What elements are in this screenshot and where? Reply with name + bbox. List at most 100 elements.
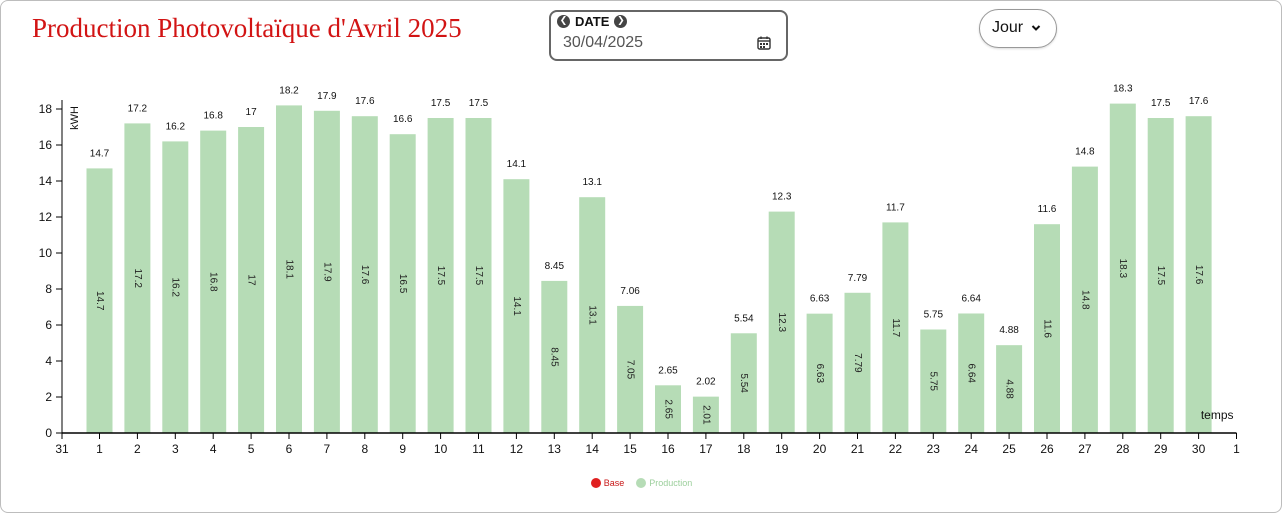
x-tick-label: 1	[96, 442, 103, 456]
bar-top-label: 11.7	[886, 202, 905, 213]
x-tick-label: 15	[623, 442, 637, 456]
legend-label: Production	[649, 478, 693, 488]
bar	[200, 130, 227, 433]
bar-inner-label: 18.1	[283, 259, 294, 279]
bar	[617, 305, 644, 433]
bar	[276, 105, 302, 434]
x-tick-label: 16	[661, 442, 675, 456]
bar-inner-label: 16.2	[170, 277, 181, 297]
bar-top-label: 13.1	[582, 177, 602, 188]
x-tick-label: 27	[1078, 442, 1092, 456]
arrow-left-circle-icon[interactable]: ❮	[557, 15, 570, 28]
x-tick-label: 2	[134, 442, 141, 456]
bar	[1109, 103, 1136, 433]
chevron-down-icon	[1031, 25, 1041, 31]
bar-inner-label: 12.3	[776, 313, 787, 333]
bar	[465, 118, 492, 433]
bar-inner-label: 2.65	[662, 399, 673, 419]
bar	[692, 396, 719, 433]
bar-inner-label: 17.5	[473, 266, 484, 286]
bar-top-label: 17.9	[317, 91, 337, 102]
bar-inner-label: 6.63	[814, 364, 825, 384]
bar-top-label: 17	[246, 107, 258, 118]
bar-top-label: 11.6	[1038, 204, 1057, 215]
x-tick-label: 7	[324, 442, 331, 456]
period-select[interactable]: Jour	[979, 9, 1057, 48]
bar-inner-label: 2.01	[700, 405, 711, 425]
bar-top-label: 17.5	[431, 98, 451, 109]
bar	[1185, 116, 1212, 433]
bar-top-label: 6.63	[810, 294, 830, 305]
bar	[541, 280, 568, 433]
x-tick-label: 1	[1233, 442, 1240, 456]
bar-inner-label: 8.45	[549, 347, 560, 367]
bar-top-label: 12.3	[772, 192, 792, 203]
bar-inner-label: 5.54	[738, 373, 749, 393]
arrow-right-circle-icon[interactable]: ❯	[614, 15, 628, 28]
bar	[351, 116, 378, 433]
x-tick-label: 6	[286, 442, 293, 456]
bar-inner-label: 17.6	[359, 265, 370, 285]
x-tick-label: 22	[889, 442, 903, 456]
bar-top-label: 7.79	[848, 273, 868, 284]
x-tick-label: 12	[510, 442, 524, 456]
bar	[1034, 224, 1060, 433]
y-tick-label: 12	[39, 210, 53, 224]
x-tick-label: 4	[210, 442, 217, 456]
bar	[1147, 118, 1174, 433]
legend-item[interactable]: Base	[590, 478, 624, 488]
bar-top-label: 4.88	[999, 325, 1019, 336]
bar	[730, 333, 757, 433]
bar-inner-label: 14.8	[1079, 290, 1090, 310]
bar	[844, 292, 871, 433]
bar-top-label: 14.7	[90, 148, 110, 159]
bar	[655, 385, 681, 433]
bar	[238, 127, 265, 433]
bar-inner-label: 7.79	[852, 353, 863, 373]
y-axis-label: kWH	[69, 106, 81, 130]
bar-top-label: 16.8	[203, 111, 223, 122]
x-tick-label: 13	[548, 442, 562, 456]
bar-top-label: 18.3	[1113, 84, 1133, 95]
bar-top-label: 16.2	[166, 121, 186, 132]
legend-dot	[636, 478, 647, 488]
bar-top-label: 14.1	[507, 159, 527, 170]
x-tick-label: 30	[1192, 442, 1206, 456]
y-tick-label: 0	[45, 426, 52, 440]
x-tick-label: 11	[472, 442, 485, 456]
bar-top-label: 18.2	[279, 85, 299, 96]
bar	[996, 345, 1023, 433]
bar	[86, 168, 113, 433]
bar	[579, 197, 606, 433]
y-tick-label: 8	[45, 282, 52, 296]
bar	[427, 118, 454, 433]
calendar-icon[interactable]	[757, 36, 771, 50]
bar-top-label: 16.6	[393, 114, 413, 125]
y-tick-label: 6	[45, 318, 52, 332]
bar-inner-label: 14.1	[511, 296, 522, 316]
bar-top-label: 7.06	[620, 286, 640, 297]
date-nav: ❮ DATE ❯	[557, 14, 628, 29]
bar-inner-label: 18.3	[1117, 259, 1128, 279]
x-tick-label: 29	[1154, 442, 1168, 456]
x-tick-label: 3	[172, 442, 179, 456]
x-tick-label: 8	[361, 442, 368, 456]
x-tick-label: 25	[1002, 442, 1016, 456]
x-tick-label: 10	[434, 442, 448, 456]
legend-item[interactable]: Production	[636, 478, 692, 488]
bar	[313, 110, 340, 434]
bar	[882, 222, 909, 433]
bar-top-label: 17.6	[1189, 96, 1209, 107]
date-input[interactable]	[563, 34, 743, 52]
bar-inner-label: 17	[245, 274, 256, 286]
page-title: Production Photovoltaïque d'Avril 2025	[32, 13, 462, 43]
date-label: DATE	[575, 14, 610, 29]
x-tick-label: 28	[1116, 442, 1130, 456]
bar-top-label: 17.2	[128, 103, 148, 114]
bar-inner-label: 11.7	[890, 318, 901, 337]
x-axis-label: temps	[1201, 408, 1234, 422]
chart-legend: Base Production	[0, 478, 1283, 490]
bar-top-label: 17.5	[469, 98, 489, 109]
bar-top-label: 5.75	[924, 310, 944, 321]
